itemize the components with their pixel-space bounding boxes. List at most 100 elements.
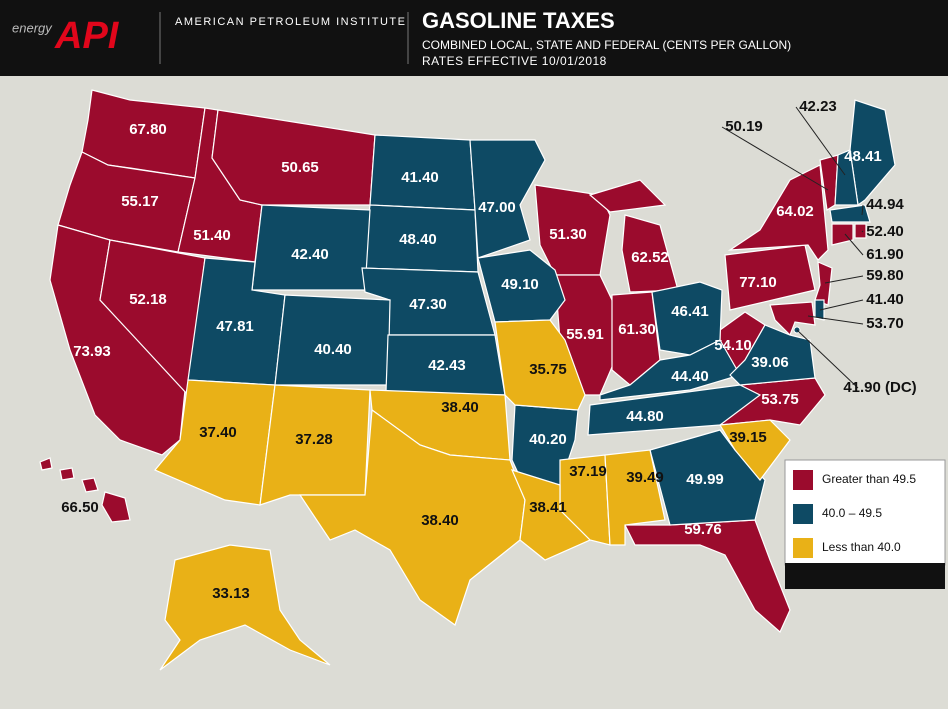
- callout-line: [861, 230, 864, 233]
- state-value: 39.15: [729, 429, 767, 446]
- legend-swatch: [793, 470, 813, 490]
- state-value: 46.41: [671, 303, 709, 320]
- callout-line: [796, 329, 859, 389]
- state-value: 41.90 (DC): [843, 379, 916, 396]
- state: [769, 301, 816, 337]
- state-value: 77.10: [739, 274, 777, 291]
- state: [854, 223, 867, 239]
- callout-line: [844, 233, 864, 256]
- legend-swatch: [793, 538, 813, 558]
- state-value: 44.80: [626, 408, 664, 425]
- state-value: 44.94: [866, 196, 904, 213]
- state-value: 61.30: [618, 321, 656, 338]
- state-value: 41.40: [401, 169, 439, 186]
- header-bar: [0, 0, 948, 76]
- state-value: 47.81: [216, 318, 254, 335]
- state-value: 52.40: [866, 223, 904, 240]
- state-value: 49.99: [686, 471, 724, 488]
- state: [298, 408, 526, 626]
- callout-line: [824, 275, 864, 284]
- state-value: 42.43: [428, 357, 466, 374]
- state-value: 42.40: [291, 246, 329, 263]
- state: [829, 204, 871, 223]
- state-value: 59.80: [866, 267, 904, 284]
- state-value: 39.06: [751, 354, 789, 371]
- state-value: 35.75: [529, 361, 567, 378]
- state: [59, 467, 75, 481]
- state-value: 64.02: [776, 203, 814, 220]
- state: [494, 319, 586, 411]
- average-bar: [785, 563, 945, 589]
- legend-label: Greater than 49.5: [822, 472, 916, 486]
- state-value: 52.18: [129, 291, 167, 308]
- state: [588, 179, 667, 213]
- states: [39, 89, 896, 671]
- state-value: 50.65: [281, 159, 319, 176]
- callout-line: [819, 299, 864, 311]
- state-value: 50.19: [725, 118, 763, 135]
- state-value: 39.49: [626, 469, 664, 486]
- state-value: 38.40: [441, 399, 479, 416]
- state-value: 48.40: [399, 231, 437, 248]
- state-value: 73.93: [73, 343, 111, 360]
- state: [587, 384, 762, 436]
- state-value: 48.41: [844, 148, 882, 165]
- state: [599, 339, 741, 401]
- state-value: 38.41: [529, 499, 567, 516]
- state-value: 42.23: [799, 98, 837, 115]
- state-value: 53.70: [866, 315, 904, 332]
- state-value: 61.90: [866, 246, 904, 263]
- state-value: 37.28: [295, 431, 333, 448]
- state: [831, 223, 854, 246]
- title: GASOLINE TAXES: [422, 8, 615, 33]
- state: [39, 457, 53, 471]
- state-value: 67.80: [129, 121, 167, 138]
- state-value: 37.40: [199, 424, 237, 441]
- callout-line: [861, 204, 864, 216]
- effective-date: RATES EFFECTIVE 10/01/2018: [422, 54, 607, 68]
- legend-label: Less than 40.0: [822, 540, 901, 554]
- state-value: 44.40: [671, 368, 709, 385]
- state-value: 40.20: [529, 431, 567, 448]
- state: [814, 299, 825, 321]
- labels: 67.80 55.17 51.40 50.65 73.93 52.18 66.50 51.30…: [61, 98, 916, 602]
- state-value: 49.10: [501, 276, 539, 293]
- state-value: 41.40: [866, 291, 904, 308]
- organization: AMERICAN PETROLEUM INSTITUTE: [175, 16, 406, 28]
- state: [469, 139, 546, 259]
- state-value: 37.19: [569, 463, 607, 480]
- state-value: 54.10: [714, 337, 752, 354]
- subtitle: COMBINED LOCAL, STATE AND FEDERAL (CENTS…: [422, 38, 791, 52]
- state: [101, 491, 131, 523]
- state: [727, 164, 829, 261]
- callout-line: [807, 315, 864, 325]
- legend-swatch: [793, 504, 813, 524]
- state: [834, 149, 859, 206]
- state-value: 51.30: [549, 226, 587, 243]
- state-value: 33.13: [212, 585, 250, 602]
- state-value: 59.76: [684, 521, 722, 538]
- state-value: 55.17: [121, 193, 159, 210]
- state: [729, 324, 816, 386]
- state: [604, 449, 666, 546]
- state-value: 51.40: [193, 227, 231, 244]
- brand-logo: API: [54, 15, 120, 57]
- state: [159, 544, 331, 671]
- callout-line: [795, 106, 846, 176]
- brand-small: energy: [12, 20, 53, 35]
- state: [81, 477, 99, 493]
- state: [649, 429, 766, 526]
- callout-line: [721, 126, 829, 191]
- state-value: 38.40: [421, 512, 459, 529]
- legend: Greater than 49.5 40.0 – 49.5 Less than 40…: [793, 470, 916, 558]
- state-value: 66.50: [61, 499, 99, 516]
- state-value: 47.00: [478, 199, 516, 216]
- state: [718, 419, 791, 481]
- state-value: 55.91: [566, 326, 604, 343]
- legend-label: 40.0 – 49.5: [822, 506, 882, 520]
- state-value: 62.52: [631, 249, 669, 266]
- state: [724, 244, 816, 311]
- state-value: 47.30: [409, 296, 447, 313]
- state-value: 40.40: [314, 341, 352, 358]
